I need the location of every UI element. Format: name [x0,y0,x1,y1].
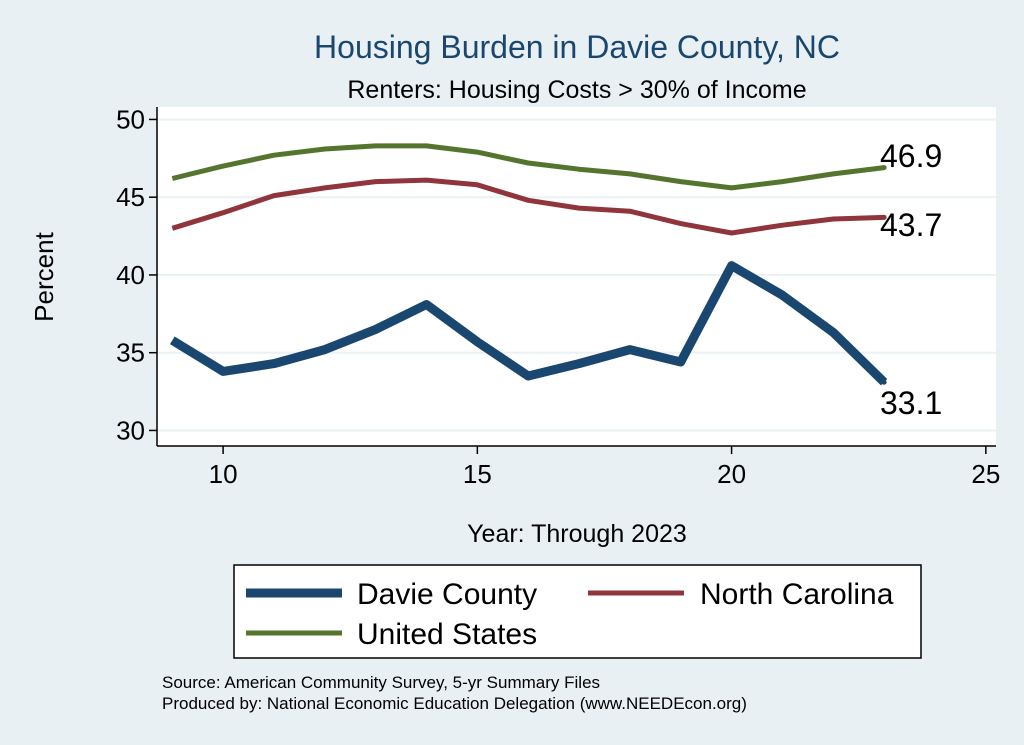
y-tick-label: 35 [116,338,145,368]
chart-subtitle: Renters: Housing Costs > 30% of Income [347,76,806,104]
source-note: Source: American Community Survey, 5-yr … [162,673,600,692]
x-tick-label: 10 [209,459,238,489]
end-labels: 33.1 43.7 46.9 [880,138,942,421]
x-axis-label: Year: Through 2023 [467,520,687,548]
y-tick-label: 45 [116,182,145,212]
plot-area [157,107,996,446]
chart-title: Housing Burden in Davie County, NC [314,29,840,65]
legend-item-united-states: United States [246,618,537,651]
series-end-marker [881,379,887,385]
end-label: 46.9 [880,138,942,174]
legend-item-davie-county: Davie County [246,578,537,611]
legend-item-north-carolina: North Carolina [588,578,894,611]
series-layer [169,143,888,386]
legend-box [233,564,922,659]
y-tick-label: 40 [116,260,145,290]
series-line-united-states [171,143,885,191]
series-end-marker [881,214,887,220]
axes: 30 35 40 45 50 10 15 20 25 [116,104,1000,489]
x-tick-label: 25 [971,459,1000,489]
x-tick-label: 20 [717,459,746,489]
x-tick-label: 15 [463,459,492,489]
legend-label-davie-county: Davie County [357,578,537,611]
series-line-north-carolina [171,177,885,236]
y-tick-label: 50 [116,104,145,134]
legend-label-united-states: United States [357,618,537,651]
y-tick-label: 30 [116,415,145,445]
producer-note: Produced by: National Economic Education… [162,694,747,713]
series-end-marker [881,165,887,171]
legend-label-north-carolina: North Carolina [700,578,894,611]
end-label: 33.1 [880,385,942,421]
y-axis-label: Percent [29,231,59,321]
end-label: 43.7 [880,207,942,243]
series-line-davie-county [169,261,888,386]
